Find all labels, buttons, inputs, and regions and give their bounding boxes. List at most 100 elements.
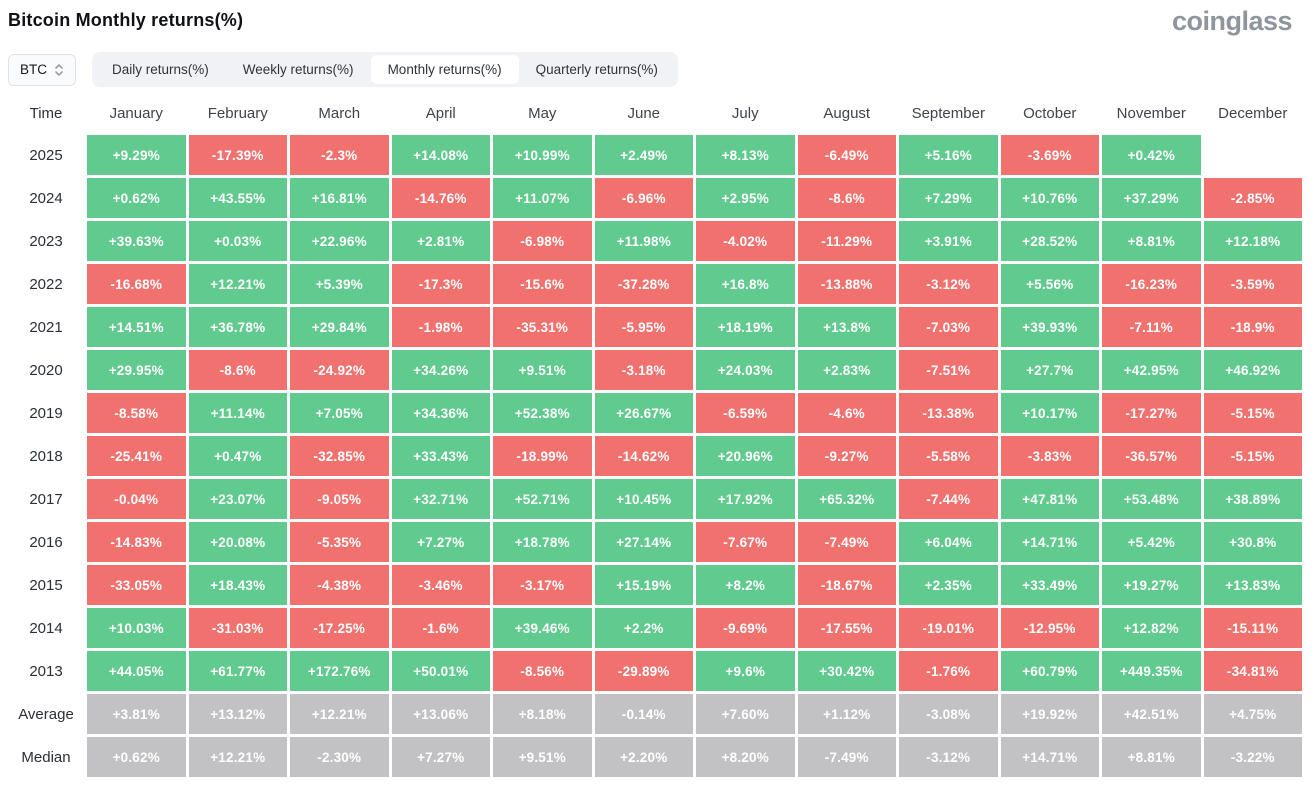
return-cell: +60.79% xyxy=(1000,651,1099,691)
return-cell: +13.06% xyxy=(391,694,490,734)
return-cell: +7.29% xyxy=(899,178,998,218)
return-cell: +10.99% xyxy=(493,135,592,175)
return-cell: +9.51% xyxy=(493,350,592,390)
column-header-november: November xyxy=(1116,105,1186,122)
row-label-2018: 2018 xyxy=(29,447,63,465)
return-cell: -15.6% xyxy=(493,264,592,304)
tab-monthly[interactable]: Monthly returns(%) xyxy=(370,55,519,84)
return-cell: -18.9% xyxy=(1203,307,1302,347)
return-cell: +5.42% xyxy=(1102,522,1201,562)
return-cell: +7.27% xyxy=(391,522,490,562)
column-header-may: May xyxy=(528,105,557,122)
return-cell: -5.15% xyxy=(1203,393,1302,433)
return-cell: +16.8% xyxy=(696,264,795,304)
column-header-time: Time xyxy=(29,105,63,122)
row-label-2016: 2016 xyxy=(29,533,63,551)
return-cell: +8.18% xyxy=(493,694,592,734)
tab-weekly[interactable]: Weekly returns(%) xyxy=(226,55,371,84)
row-label-median: Median xyxy=(21,748,71,766)
column-header-july: July xyxy=(731,105,759,122)
symbol-select[interactable]: BTC xyxy=(8,53,76,86)
return-cell: +9.29% xyxy=(87,135,186,175)
return-cell: -17.3% xyxy=(391,264,490,304)
column-header-march: March xyxy=(318,105,361,122)
return-cell: +42.51% xyxy=(1102,694,1201,734)
return-cell: -6.98% xyxy=(493,221,592,261)
return-cell: +0.62% xyxy=(87,737,186,777)
return-cell: +9.6% xyxy=(696,651,795,691)
return-cell: -24.92% xyxy=(290,350,389,390)
return-cell: -14.62% xyxy=(594,436,693,476)
return-cell: +19.92% xyxy=(1000,694,1099,734)
top-bar: Bitcoin Monthly returns(%) coinglass xyxy=(8,8,1302,35)
return-cell: -14.83% xyxy=(87,522,186,562)
return-cell: +11.98% xyxy=(594,221,693,261)
row-label-2021: 2021 xyxy=(29,318,63,336)
return-cell: +42.95% xyxy=(1102,350,1201,390)
return-cell: -5.35% xyxy=(290,522,389,562)
return-cell: +16.81% xyxy=(290,178,389,218)
return-cell: +47.81% xyxy=(1000,479,1099,519)
return-cell: +52.38% xyxy=(493,393,592,433)
return-cell: -34.81% xyxy=(1203,651,1302,691)
return-cell: -7.49% xyxy=(797,522,896,562)
return-cell: +5.16% xyxy=(899,135,998,175)
return-cell: -8.6% xyxy=(797,178,896,218)
return-cell: -8.58% xyxy=(87,393,186,433)
return-cell: +29.95% xyxy=(87,350,186,390)
return-cell: -3.12% xyxy=(899,264,998,304)
return-cell: +14.71% xyxy=(1000,737,1099,777)
return-cell: -9.05% xyxy=(290,479,389,519)
return-cell: +7.05% xyxy=(290,393,389,433)
row-label-2017: 2017 xyxy=(29,490,63,508)
row-label-2019: 2019 xyxy=(29,404,63,422)
return-cell: -29.89% xyxy=(594,651,693,691)
return-cell: -25.41% xyxy=(87,436,186,476)
return-cell: +12.18% xyxy=(1203,221,1302,261)
return-cell: -17.39% xyxy=(188,135,287,175)
controls-row: BTC Daily returns(%) Weekly returns(%) Mon… xyxy=(8,52,1302,87)
return-cell: +19.27% xyxy=(1102,565,1201,605)
return-cell: +10.76% xyxy=(1000,178,1099,218)
tab-daily[interactable]: Daily returns(%) xyxy=(95,55,226,84)
return-cell: +13.8% xyxy=(797,307,896,347)
column-header-august: August xyxy=(823,105,871,122)
return-cell-empty xyxy=(1204,135,1303,175)
return-cell: +3.81% xyxy=(87,694,186,734)
return-cell: -2.3% xyxy=(290,135,389,175)
return-cell: -35.31% xyxy=(493,307,592,347)
return-cell: -6.49% xyxy=(797,135,896,175)
return-cell: +5.39% xyxy=(290,264,389,304)
return-cell: +1.12% xyxy=(797,694,896,734)
return-cell: -3.46% xyxy=(391,565,490,605)
column-header-february: February xyxy=(207,105,268,122)
row-label-2015: 2015 xyxy=(29,576,63,594)
return-cell: -7.11% xyxy=(1102,307,1201,347)
return-cell: -4.6% xyxy=(797,393,896,433)
column-header-june: June xyxy=(627,105,661,122)
return-cell: +12.21% xyxy=(188,264,287,304)
return-cell: -2.85% xyxy=(1203,178,1302,218)
return-cell: +8.13% xyxy=(696,135,795,175)
return-cell: +65.32% xyxy=(797,479,896,519)
return-cell: +5.56% xyxy=(1000,264,1099,304)
returns-period-tabs: Daily returns(%) Weekly returns(%) Monthly… xyxy=(92,52,678,87)
tab-quarterly[interactable]: Quarterly returns(%) xyxy=(519,55,675,84)
column-header-october: October xyxy=(1023,105,1077,122)
return-cell: +24.03% xyxy=(696,350,795,390)
return-cell: +37.29% xyxy=(1102,178,1201,218)
return-cell: -3.69% xyxy=(1000,135,1099,175)
return-cell: +14.08% xyxy=(391,135,490,175)
return-cell: +4.75% xyxy=(1203,694,1302,734)
return-cell: -7.44% xyxy=(899,479,998,519)
return-cell: -32.85% xyxy=(290,436,389,476)
column-header-september: September xyxy=(911,105,985,122)
row-label-2014: 2014 xyxy=(29,619,63,637)
return-cell: -3.12% xyxy=(899,737,998,777)
return-cell: -3.83% xyxy=(1000,436,1099,476)
return-cell: +6.04% xyxy=(899,522,998,562)
return-cell: -17.55% xyxy=(797,608,896,648)
return-cell: -19.01% xyxy=(899,608,998,648)
return-cell: -17.25% xyxy=(290,608,389,648)
